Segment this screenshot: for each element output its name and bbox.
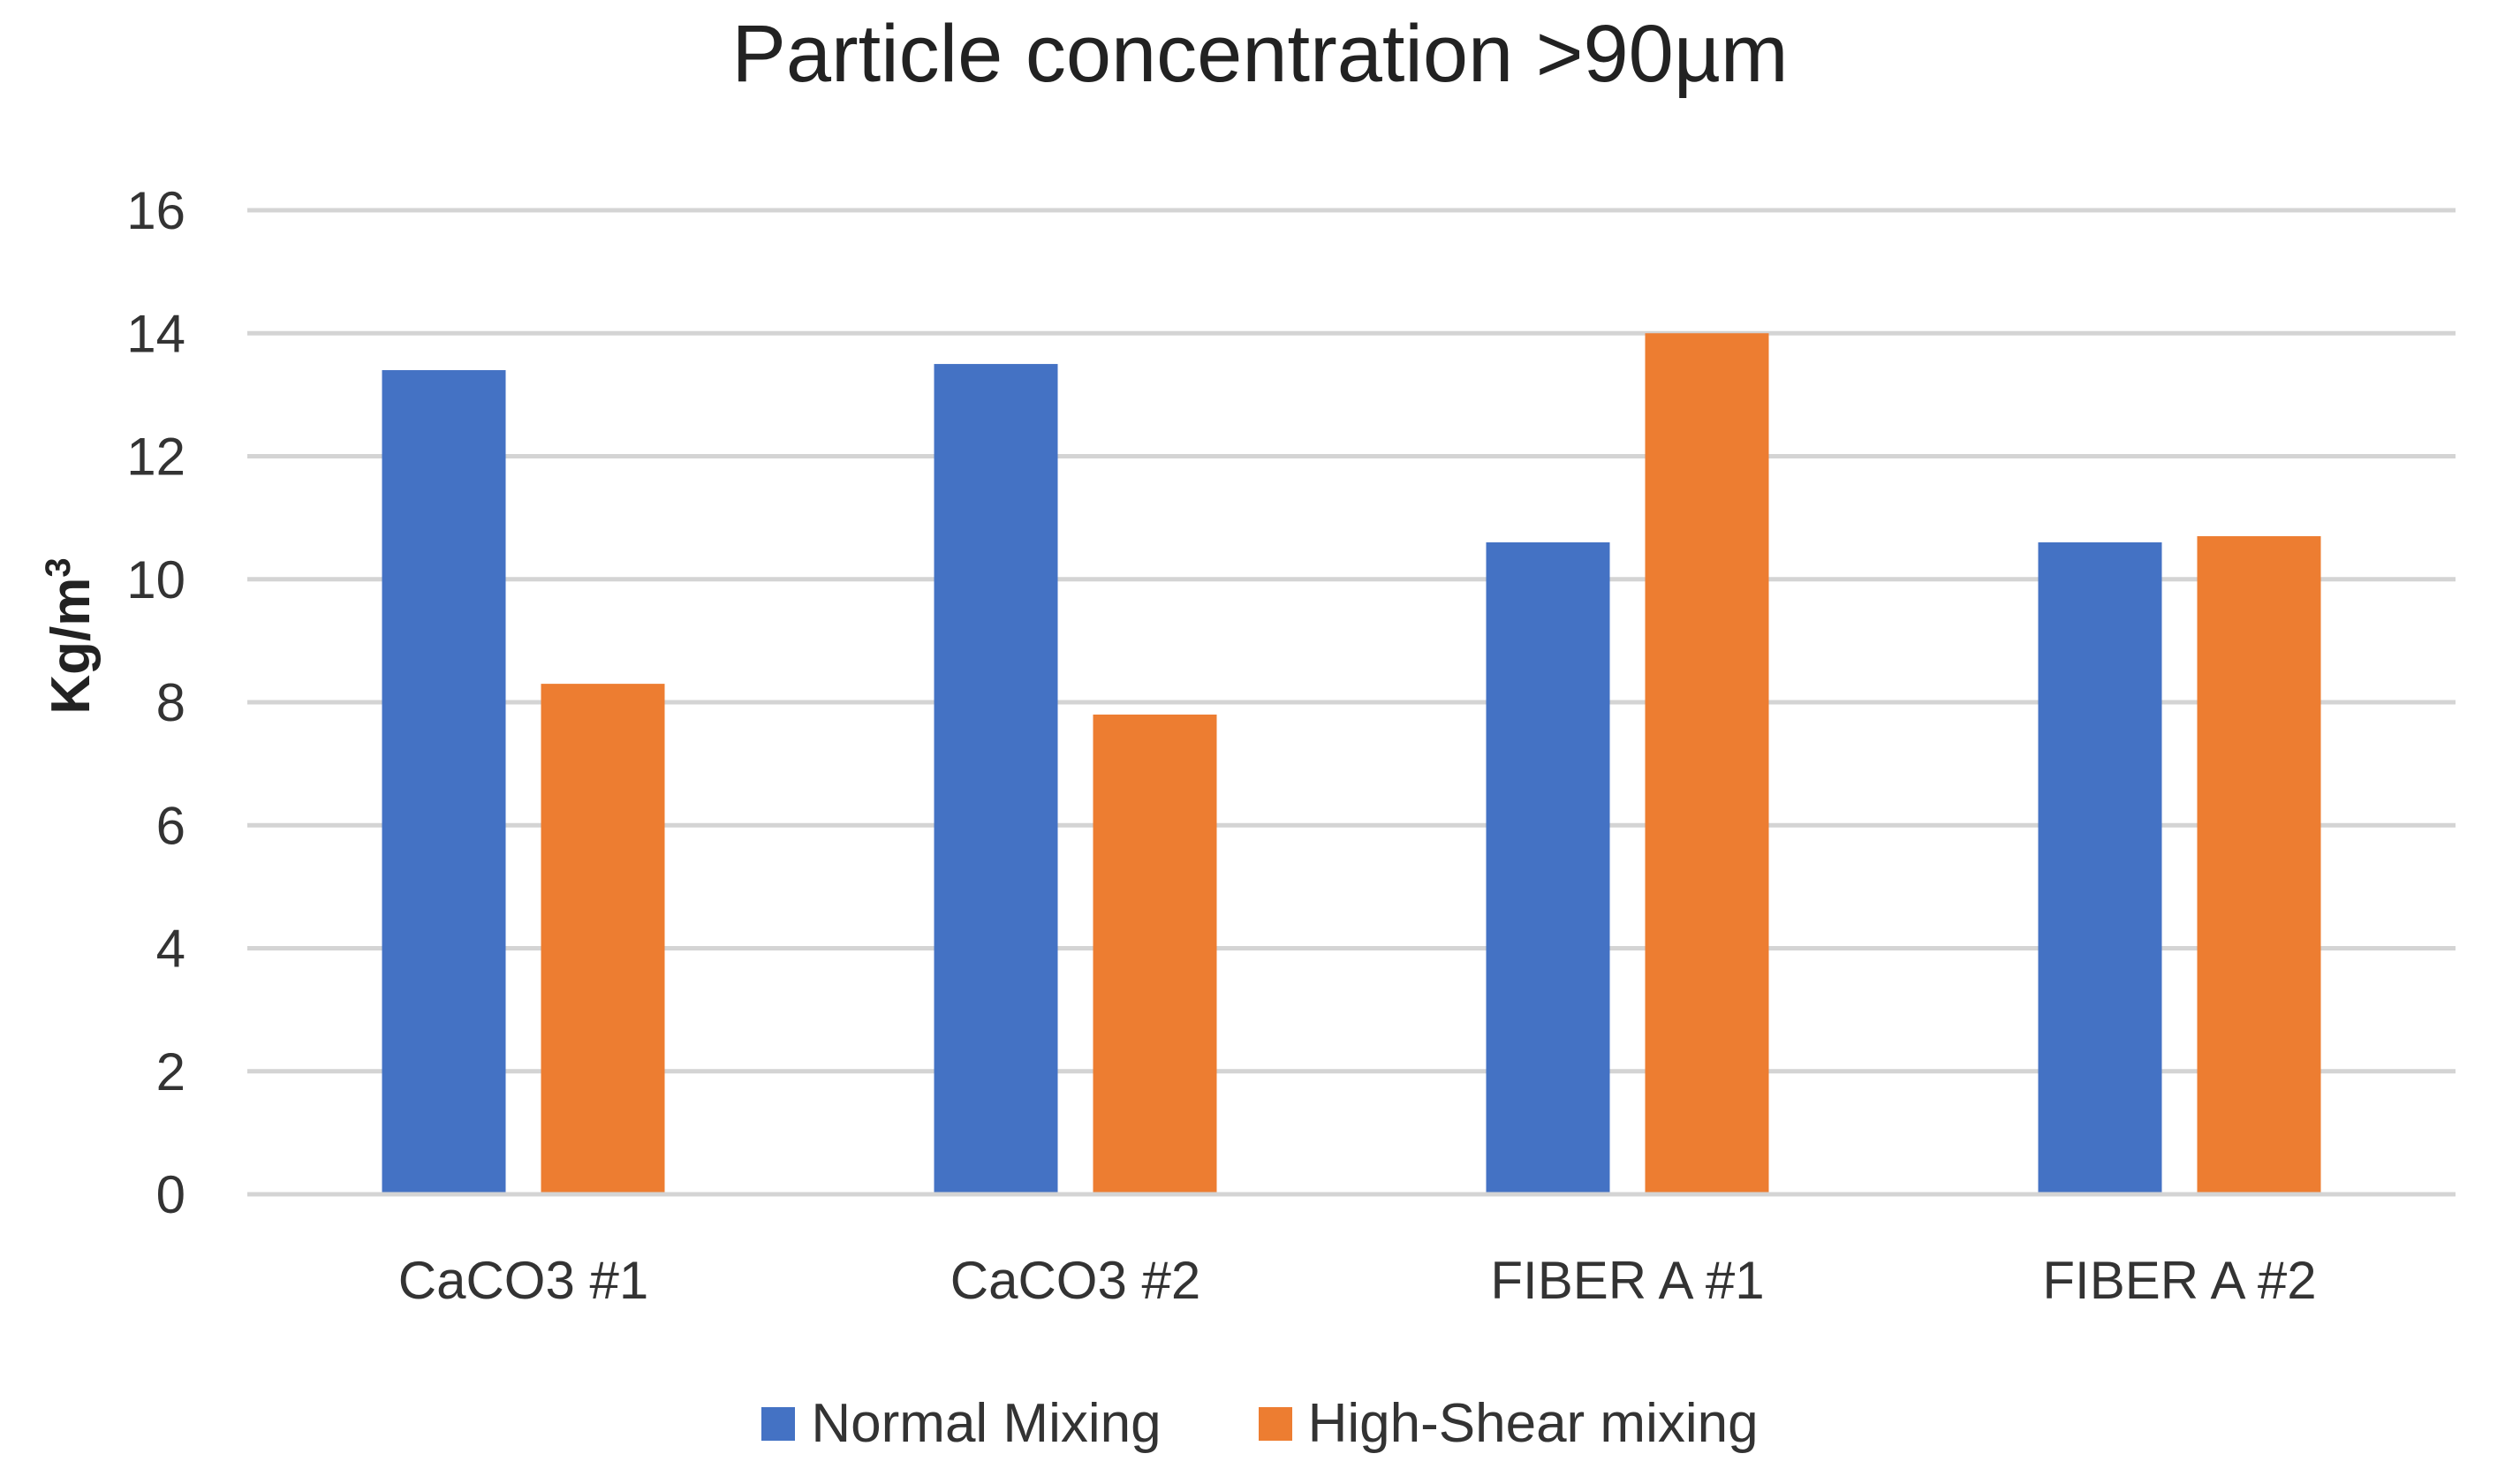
legend-item-high-shear-mixing: High-Shear mixing	[1258, 1392, 1759, 1455]
y-tick-label-14: 14	[126, 304, 185, 363]
bar-high-shear-mixing-fiber-a-1	[1645, 333, 1769, 1194]
x-tick-label-caco3-1: CaCO3 #1	[398, 1251, 648, 1310]
y-tick-label-16: 16	[126, 181, 185, 240]
x-tick-label-caco3-2: CaCO3 #2	[950, 1251, 1200, 1310]
y-tick-label-2: 2	[156, 1042, 185, 1102]
x-tick-label-fiber-a-2: FIBER A #2	[2042, 1251, 2316, 1310]
legend-item-normal-mixing: Normal Mixing	[761, 1392, 1162, 1455]
bar-normal-mixing-caco3-2	[934, 364, 1058, 1194]
y-tick-label-4: 4	[156, 920, 185, 979]
legend-swatch-high-shear-mixing	[1258, 1406, 1292, 1441]
legend-label-high-shear-mixing: High-Shear mixing	[1307, 1393, 1759, 1454]
chart-title: Particle concentration >90µm	[731, 9, 1789, 99]
x-tick-label-fiber-a-1: FIBER A #1	[1490, 1251, 1764, 1310]
legend-label-normal-mixing: Normal Mixing	[811, 1393, 1162, 1454]
y-tick-label-6: 6	[156, 796, 185, 855]
bar-normal-mixing-fiber-a-2	[2038, 541, 2162, 1194]
bar-high-shear-mixing-caco3-1	[541, 684, 665, 1194]
bar-high-shear-mixing-caco3-2	[1093, 714, 1217, 1194]
legend: Normal Mixing High-Shear mixing	[0, 1392, 2520, 1455]
legend-swatch-normal-mixing	[761, 1406, 796, 1441]
bar-normal-mixing-fiber-a-1	[1486, 541, 1610, 1194]
y-tick-label-12: 12	[126, 428, 185, 487]
y-tick-label-10: 10	[126, 550, 185, 610]
bar-high-shear-mixing-fiber-a-2	[2197, 536, 2321, 1194]
bar-normal-mixing-caco3-1	[382, 370, 506, 1194]
y-tick-label-0: 0	[156, 1165, 185, 1224]
y-tick-label-8: 8	[156, 673, 185, 732]
